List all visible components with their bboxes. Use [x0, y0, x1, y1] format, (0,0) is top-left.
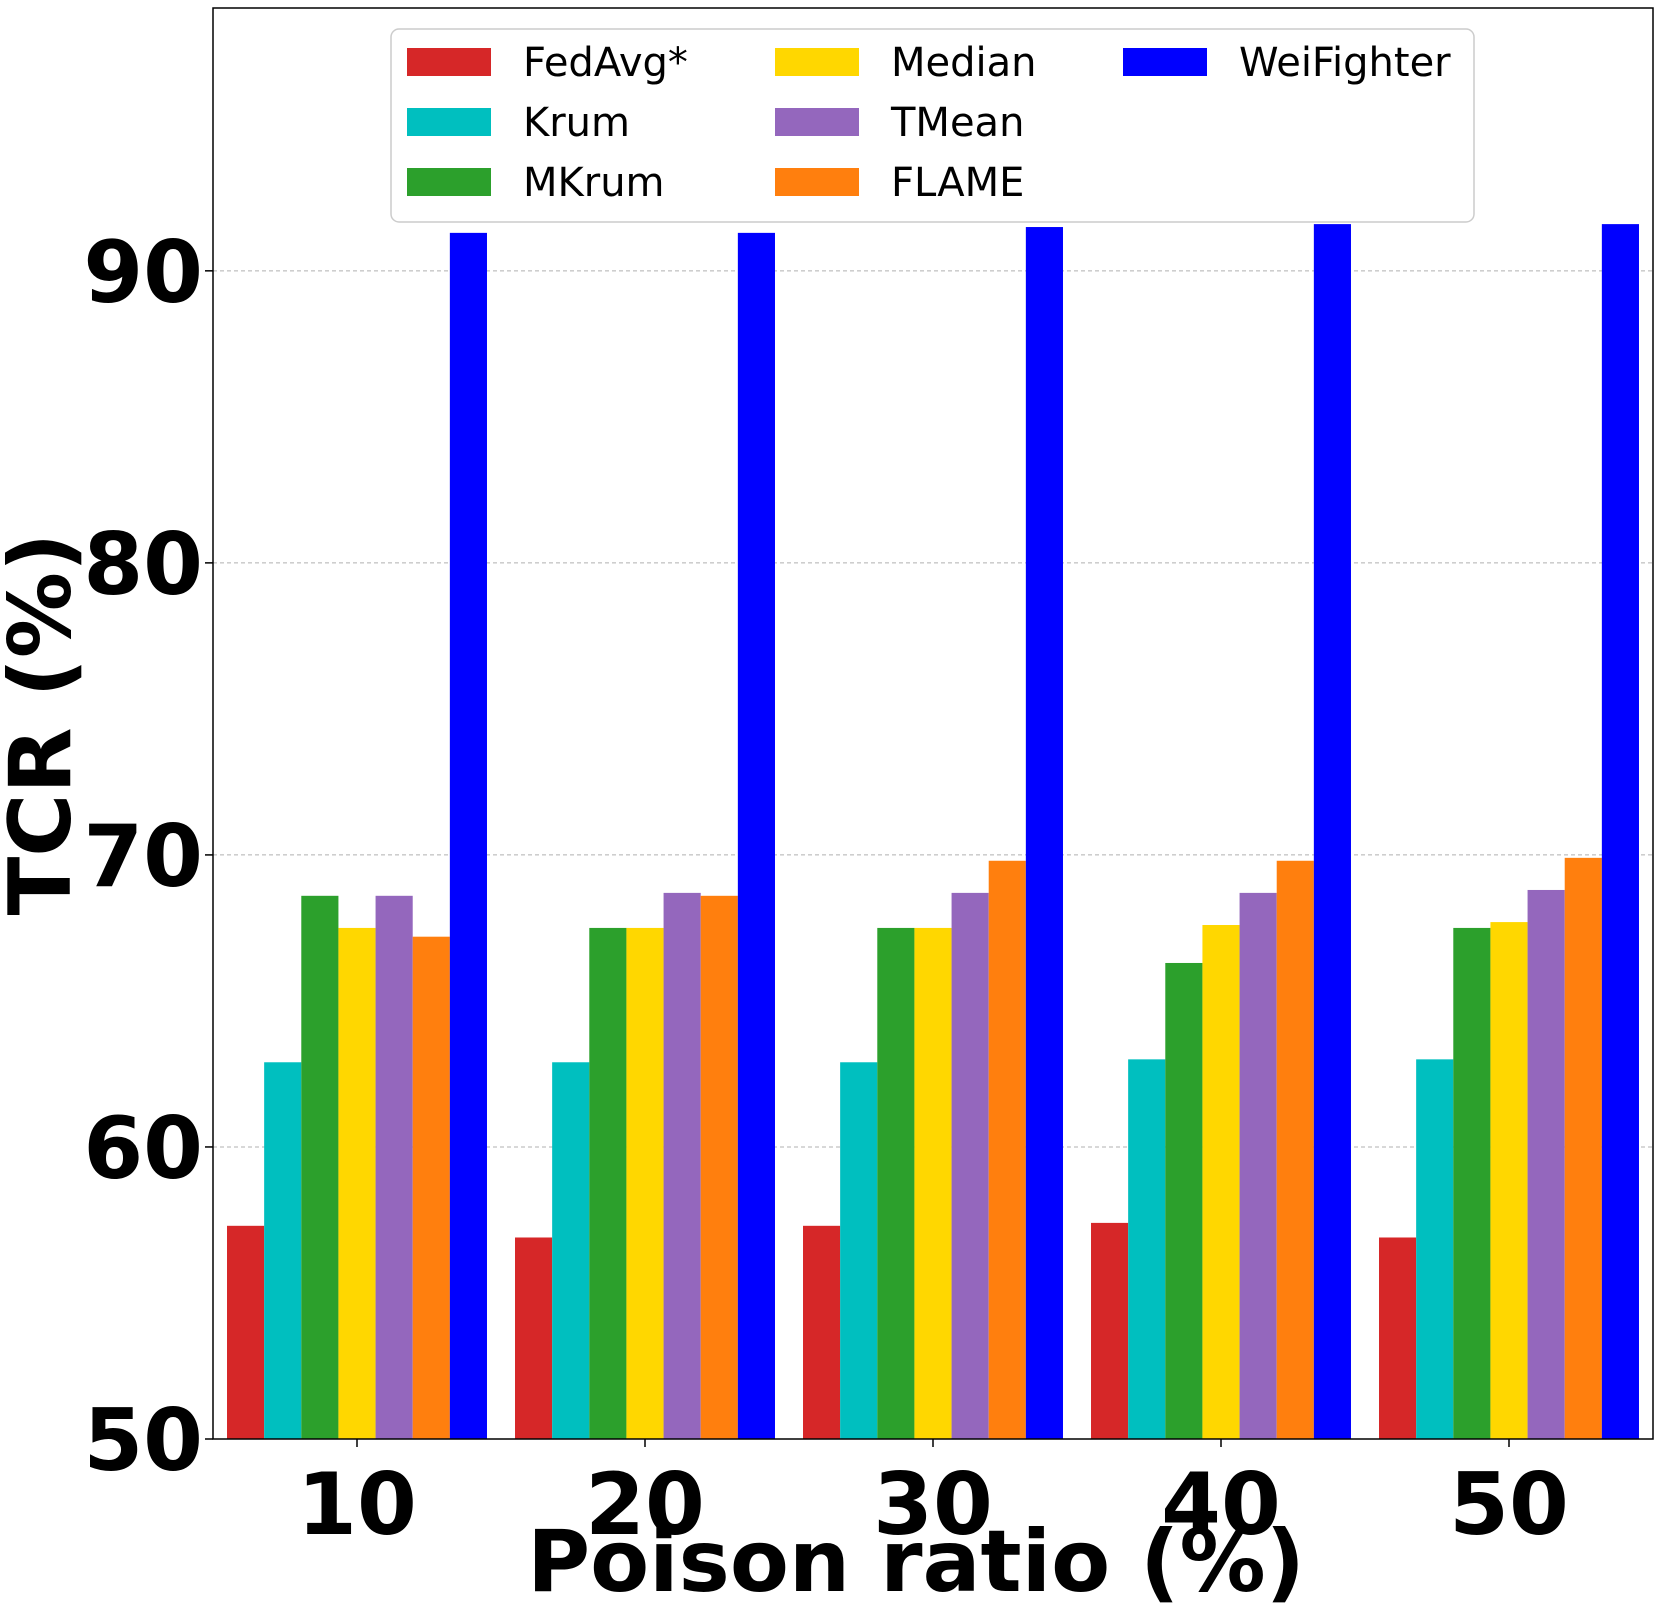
bar-krum-50 [1416, 1059, 1454, 1439]
bar-weifighter-30 [1025, 227, 1063, 1439]
legend-label: MKrum [523, 160, 665, 206]
bar-fedavg-20 [515, 1237, 553, 1439]
bar-krum-20 [552, 1062, 590, 1439]
legend-swatch [1123, 48, 1207, 76]
legend-swatch [407, 108, 491, 136]
bar-fedavg-10 [227, 1225, 265, 1439]
bar-weifighter-10 [449, 232, 487, 1439]
bar-tmean-20 [663, 892, 701, 1439]
bar-fedavg-30 [803, 1225, 841, 1439]
bar-median-40 [1202, 925, 1240, 1439]
legend-swatch [407, 48, 491, 76]
legend-frame [390, 28, 1475, 223]
bar-mkrum-50 [1453, 927, 1491, 1439]
legend-swatch [775, 48, 859, 76]
bar-tmean-50 [1527, 889, 1565, 1439]
legend-label: Krum [523, 100, 630, 146]
bar-flame-30 [988, 860, 1026, 1439]
x-axis-title: Poison ratio (%) [527, 1512, 1305, 1612]
bar-mkrum-10 [301, 895, 339, 1439]
bar-flame-10 [412, 936, 450, 1439]
legend-swatch [775, 108, 859, 136]
bar-mkrum-30 [877, 927, 915, 1439]
y-tick-label: 60 [83, 1099, 203, 1199]
bar-krum-10 [264, 1062, 302, 1439]
legend-label: TMean [890, 100, 1024, 146]
bar-mkrum-20 [589, 927, 627, 1439]
x-tick-label: 30 [873, 1455, 993, 1555]
x-tick-label: 50 [1449, 1455, 1569, 1555]
bar-flame-20 [700, 895, 738, 1439]
bar-median-10 [338, 927, 376, 1439]
y-tick-label: 80 [83, 515, 203, 615]
bar-median-50 [1490, 922, 1528, 1439]
bars [227, 224, 1639, 1439]
legend-label: Median [891, 40, 1037, 86]
bar-tmean-10 [375, 895, 413, 1439]
bar-flame-40 [1276, 860, 1314, 1439]
x-tick-label: 20 [585, 1455, 705, 1555]
legend-label: WeiFighter [1239, 40, 1451, 86]
legend: FedAvg* Krum MKrum Median TMean FLAME WeiFight… [390, 28, 1475, 223]
bar-weifighter-20 [737, 232, 775, 1439]
bar-krum-40 [1128, 1059, 1166, 1439]
legend-label: FLAME [891, 160, 1024, 206]
bar-tmean-30 [951, 892, 989, 1439]
x-tick-label: 10 [297, 1455, 417, 1555]
legend-swatch [407, 168, 491, 196]
bar-mkrum-40 [1165, 962, 1203, 1439]
y-tick-label: 90 [83, 223, 203, 323]
bar-weifighter-50 [1601, 224, 1639, 1439]
legend-label: FedAvg* [523, 40, 688, 86]
y-tick-label: 70 [83, 807, 203, 907]
bar-tmean-40 [1239, 892, 1277, 1439]
bar-weifighter-40 [1313, 224, 1351, 1439]
bar-median-20 [626, 927, 664, 1439]
bar-median-30 [914, 927, 952, 1439]
bar-fedavg-50 [1379, 1237, 1417, 1439]
bar-flame-50 [1564, 857, 1602, 1439]
legend-swatch [775, 168, 859, 196]
x-tick-label: 40 [1161, 1455, 1281, 1555]
bar-fedavg-40 [1091, 1222, 1129, 1439]
axis-ticks: 50 60 70 80 90 10 20 30 40 50 [83, 223, 1569, 1555]
y-tick-label: 50 [83, 1391, 203, 1491]
bar-krum-30 [840, 1062, 878, 1439]
y-axis-title: TCR (%) [0, 533, 91, 916]
